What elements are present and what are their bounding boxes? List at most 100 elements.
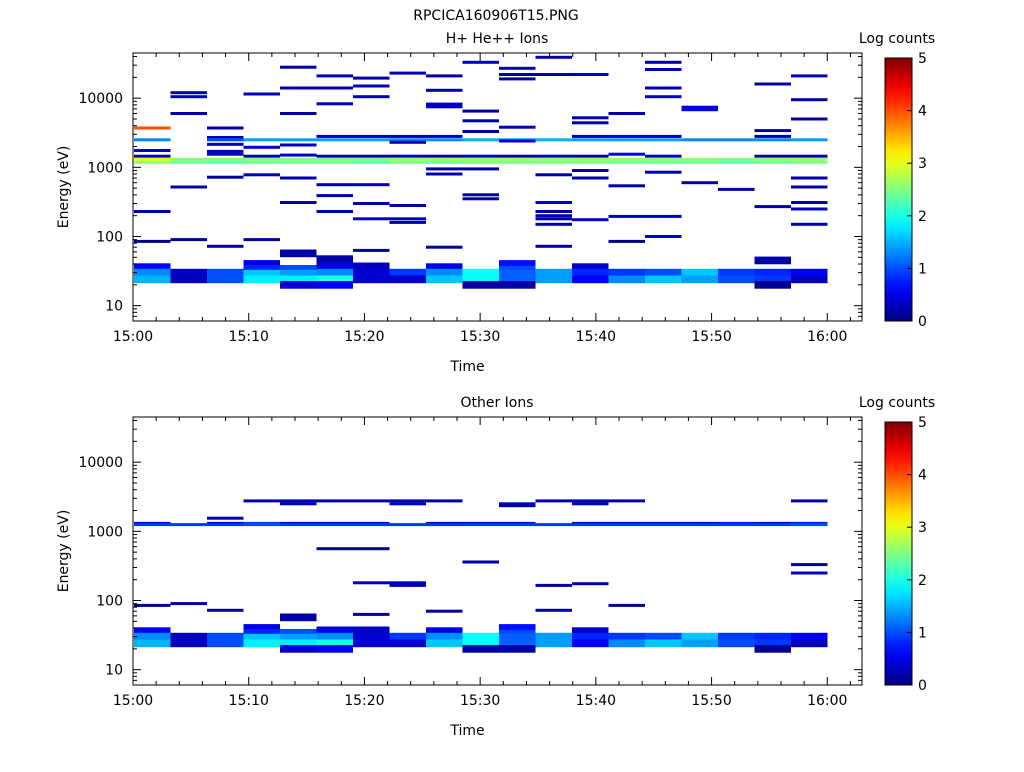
heatmap-cell <box>353 160 390 164</box>
heatmap-cell <box>645 275 682 284</box>
heatmap-cell <box>462 60 499 64</box>
heatmap-cell <box>316 134 353 138</box>
heatmap-cell <box>462 560 499 564</box>
heatmap-cell <box>535 138 572 142</box>
heatmap-cell <box>280 639 317 648</box>
heatmap-cell <box>316 160 353 164</box>
colorbar-tick-label: 5 <box>918 51 927 67</box>
heatmap-cell <box>681 523 718 527</box>
heatmap-cell <box>608 523 645 527</box>
heatmap-cell <box>426 105 463 109</box>
heatmap-cell <box>134 639 171 648</box>
heatmap-cell <box>134 627 171 635</box>
heatmap-cell <box>243 145 280 149</box>
heatmap-cell <box>170 95 207 99</box>
heatmap-cell <box>645 95 682 99</box>
heatmap-cell <box>608 639 645 648</box>
heatmap-cell <box>353 632 390 641</box>
heatmap-cell <box>718 160 755 164</box>
heatmap-cell <box>572 639 609 648</box>
heatmap-cell <box>170 185 207 189</box>
heatmap-cell <box>426 245 463 249</box>
heatmap-cell <box>572 73 609 76</box>
heatmap-cell <box>134 154 171 158</box>
heatmap-cell <box>353 499 390 503</box>
colorbar-tick-label: 2 <box>918 209 927 225</box>
heatmap-cell <box>316 154 353 158</box>
heatmap-cell <box>608 214 645 218</box>
heatmap-cell <box>681 639 718 648</box>
heatmap-cell <box>535 632 572 641</box>
heatmap-cell <box>207 126 244 130</box>
heatmap-cell <box>535 275 572 284</box>
heatmap-cell <box>243 157 280 161</box>
heatmap-cell <box>280 275 317 284</box>
heatmap-cell <box>608 112 645 115</box>
heatmap-cell <box>535 523 572 527</box>
x-tick-label: 15:20 <box>344 329 384 345</box>
panel-h-he-ions: 15:00 15:10 15:20 15:30 15:40 15:50 16:00 Time 1… <box>56 31 935 375</box>
heatmap-cell <box>754 256 791 265</box>
heatmap-cell <box>389 499 426 503</box>
heatmap-cell <box>170 632 207 641</box>
heatmap-cell <box>207 136 244 139</box>
heatmap-cell <box>353 581 390 585</box>
heatmap-cell <box>681 157 718 161</box>
heatmap-cell <box>389 134 426 138</box>
heatmap-cell <box>134 138 171 142</box>
heatmap-cell <box>316 523 353 527</box>
heatmap-cell <box>572 157 609 161</box>
heatmap-cell <box>791 571 828 575</box>
heatmap-cell <box>645 86 682 90</box>
heatmap-cell <box>426 275 463 284</box>
heatmap-cell <box>681 268 718 277</box>
heatmap-cell <box>754 639 791 648</box>
x-axis-label: Time <box>449 723 484 739</box>
heatmap-cell <box>572 176 609 180</box>
heatmap-cell <box>389 523 426 527</box>
heatmap-cell <box>462 130 499 133</box>
heatmap-cell <box>462 197 499 201</box>
heatmap-cell <box>462 138 499 142</box>
heatmap-cell <box>207 152 244 156</box>
panel-other-ions: 15:00 15:10 15:20 15:30 15:40 15:50 16:00 Time 1… <box>56 395 935 739</box>
heatmap-cell <box>280 138 317 142</box>
heatmap-cell <box>754 154 791 158</box>
heatmap-cell <box>426 134 463 138</box>
heatmap-cell <box>353 626 390 635</box>
colorbar-label: Log counts <box>859 31 935 47</box>
heatmap-cell <box>791 185 828 189</box>
heatmap-cell <box>754 157 791 161</box>
heatmap-cell <box>499 624 536 632</box>
x-tick-label: 15:40 <box>576 329 616 345</box>
y-tick-label: 10000 <box>78 455 123 471</box>
heatmap-cell <box>645 154 682 158</box>
heatmap-cell <box>572 502 609 506</box>
plot-frame <box>132 416 863 686</box>
heatmap-cell <box>754 138 791 142</box>
x-tick-label: 16:00 <box>807 329 847 345</box>
heatmap-cell <box>681 275 718 284</box>
heatmap-cell <box>791 523 828 527</box>
heatmap-cell <box>170 639 207 648</box>
y-axis: 10 100 1000 10000 <box>78 56 862 322</box>
heatmap-cell <box>754 134 791 138</box>
heatmap-cell <box>426 268 463 277</box>
heatmap-cell <box>207 608 244 612</box>
heatmap-cell <box>389 217 426 221</box>
heatmap-cell <box>243 138 280 142</box>
heatmap-cell <box>280 112 317 115</box>
heatmap-cell <box>791 154 828 158</box>
heatmap-cell <box>718 187 755 191</box>
heatmap-cell <box>754 632 791 641</box>
heatmap-cell <box>280 249 317 258</box>
heatmap-cell <box>280 65 317 69</box>
heatmap-cell <box>243 173 280 177</box>
heatmap-cell <box>353 157 390 161</box>
heatmap-cells <box>134 499 828 653</box>
heatmap-cell <box>535 268 572 277</box>
heatmap-cell <box>316 547 353 551</box>
colorbar-tick-label: 1 <box>918 261 927 277</box>
heatmap-cell <box>645 235 682 238</box>
heatmap-cell <box>535 55 572 59</box>
